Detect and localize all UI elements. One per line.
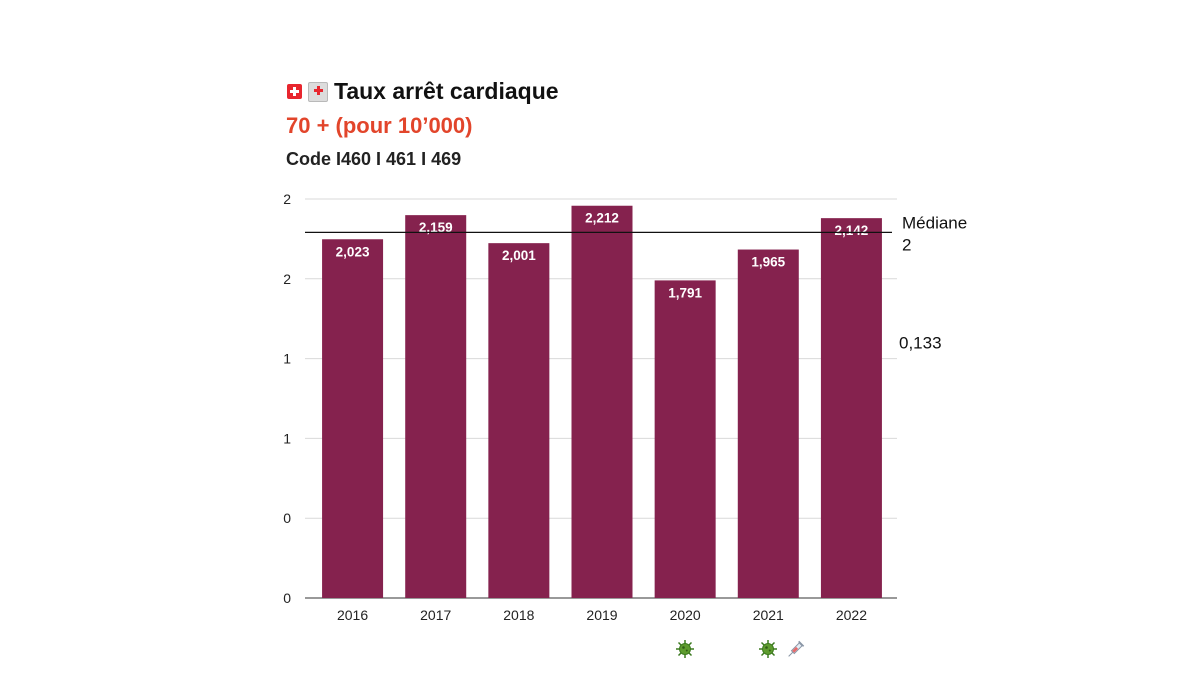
swiss-flag-icon <box>287 84 302 99</box>
x-tick-label: 2016 <box>337 607 368 623</box>
bar <box>654 280 716 598</box>
bar-value-label: 2,023 <box>336 244 370 259</box>
virus-icon <box>676 640 695 658</box>
chart-subtitle: 70 + (pour 10’000) <box>286 113 473 138</box>
x-tick-label: 2020 <box>670 607 701 623</box>
x-tick-label: 2018 <box>503 607 534 623</box>
median-value-label: 2 <box>902 235 911 254</box>
x-tick-label: 2021 <box>753 607 784 623</box>
bar-value-label: 1,965 <box>751 255 785 270</box>
deviation-label: 0,133 <box>899 333 942 352</box>
y-tick-label: 0 <box>283 590 291 606</box>
bar-value-label: 2,142 <box>835 223 869 238</box>
bar <box>737 249 799 599</box>
y-tick-label: 1 <box>283 430 291 446</box>
x-tick-label: 2017 <box>420 607 451 623</box>
virus-icon <box>759 640 778 658</box>
y-tick-label: 0 <box>283 510 291 526</box>
chart-title: Taux arrêt cardiaque <box>334 78 559 104</box>
y-tick-label: 1 <box>283 351 291 367</box>
bar <box>405 215 467 598</box>
bar-value-label: 2,212 <box>585 211 619 226</box>
bar <box>571 205 633 599</box>
bar-value-label: 2,159 <box>419 220 453 235</box>
bar <box>820 218 882 599</box>
bar-value-label: 2,001 <box>502 248 536 263</box>
x-tick-label: 2022 <box>836 607 867 623</box>
syringe-icon <box>785 640 805 660</box>
title-row: Taux arrêt cardiaque <box>287 78 559 105</box>
bar-value-label: 1,791 <box>668 285 702 300</box>
x-tick-label: 2019 <box>586 607 617 623</box>
hospital-icon <box>308 81 328 102</box>
median-label: Médiane <box>902 213 967 232</box>
y-tick-label: 2 <box>283 271 291 287</box>
chart-code: Code I460 I 461 I 469 <box>286 149 462 169</box>
y-tick-label: 2 <box>283 191 291 207</box>
bar <box>488 243 550 598</box>
bar <box>322 239 384 598</box>
